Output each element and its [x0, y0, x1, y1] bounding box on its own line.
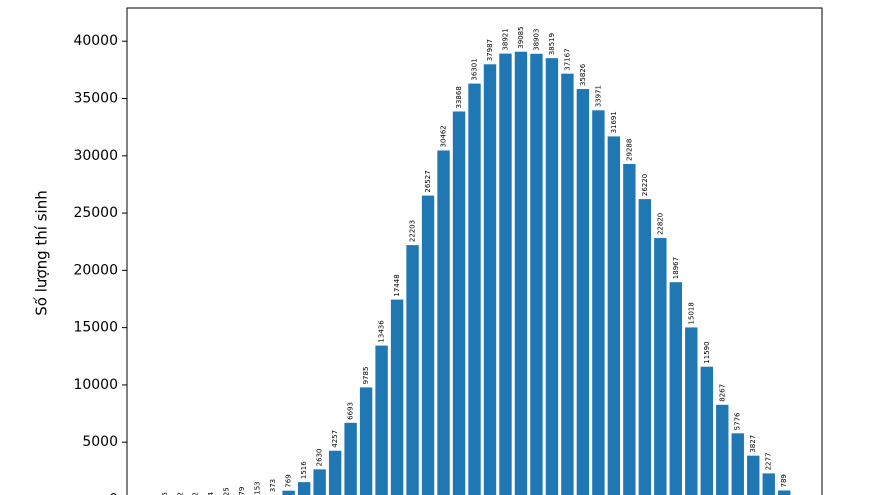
value-label: 153 — [254, 481, 262, 494]
value-label: 38921 — [501, 28, 509, 50]
value-label: 79 — [238, 487, 246, 495]
bar — [530, 53, 543, 495]
value-label: 17448 — [393, 274, 401, 296]
value-label: 5 — [161, 492, 169, 495]
value-label: 38519 — [548, 33, 556, 55]
y-tick-label: 0 — [109, 492, 118, 495]
value-label: 11590 — [703, 341, 711, 363]
bar — [731, 433, 744, 495]
y-tick-label: 35000 — [73, 91, 118, 107]
value-label: 4257 — [331, 430, 339, 448]
bar — [685, 327, 698, 495]
value-label: 2 — [192, 492, 200, 495]
value-label: 25 — [223, 487, 231, 495]
value-label: 373 — [269, 479, 277, 492]
bar — [375, 345, 388, 495]
bar — [561, 73, 574, 495]
value-label: 789 — [780, 474, 788, 487]
value-label: 29288 — [625, 139, 633, 161]
bar — [328, 450, 342, 495]
value-label: 4 — [207, 491, 215, 495]
bar — [514, 51, 528, 495]
bar — [406, 245, 419, 495]
bar — [359, 387, 373, 495]
bar — [344, 422, 357, 495]
value-label: 769 — [285, 474, 293, 487]
bar — [654, 238, 667, 495]
value-label: 38903 — [532, 29, 540, 51]
value-label: 22203 — [409, 220, 417, 242]
bar — [468, 83, 481, 495]
bar — [297, 482, 311, 495]
value-label: 33868 — [455, 86, 463, 108]
y-tick-label: 40000 — [73, 33, 118, 49]
bar — [747, 455, 760, 495]
bar — [313, 469, 326, 495]
bar — [607, 136, 621, 495]
bar — [778, 490, 791, 495]
bar — [576, 89, 590, 495]
value-label: 15018 — [687, 302, 695, 324]
y-tick-label: 30000 — [73, 148, 118, 164]
bar — [499, 53, 512, 495]
y-tick-label: 20000 — [73, 262, 118, 278]
bar — [545, 58, 559, 495]
bar — [390, 299, 404, 495]
bar — [638, 199, 652, 495]
y-tick-label: 10000 — [73, 377, 118, 393]
value-label: 37167 — [563, 48, 571, 70]
bar — [592, 110, 605, 495]
bar — [700, 366, 713, 495]
value-label: 30462 — [440, 125, 448, 147]
bar — [716, 404, 729, 495]
value-label: 35826 — [579, 63, 587, 86]
bar — [437, 150, 450, 495]
plot-frame — [126, 7, 823, 495]
value-label: 2277 — [765, 453, 773, 471]
value-label: 39085 — [517, 26, 525, 48]
y-tick-label: 25000 — [73, 205, 118, 221]
y-axis-label: Số lượng thí sinh — [33, 190, 51, 315]
value-label: 2 — [176, 492, 184, 495]
value-label: 26527 — [424, 170, 432, 192]
value-label: 5776 — [734, 412, 742, 430]
bar — [762, 473, 775, 495]
value-label: 26220 — [641, 174, 649, 196]
y-tick-label: 15000 — [73, 320, 118, 336]
value-label: 22820 — [656, 213, 664, 235]
bar — [282, 490, 295, 495]
value-label: 18967 — [672, 257, 680, 279]
bar — [483, 64, 497, 495]
y-tick-label: 5000 — [82, 434, 118, 450]
value-label: 8267 — [718, 384, 726, 402]
value-label: 1516 — [300, 461, 308, 479]
value-label: 9785 — [362, 367, 370, 385]
value-label: 3827 — [749, 435, 757, 453]
value-label: 13436 — [378, 320, 386, 343]
value-label: 6693 — [347, 402, 355, 420]
value-label: 37987 — [486, 39, 494, 61]
value-label: 31691 — [610, 111, 618, 133]
value-label: 36301 — [471, 58, 479, 80]
value-label: 2630 — [316, 449, 324, 467]
bar — [623, 163, 636, 495]
bar — [452, 111, 466, 495]
bar — [421, 195, 435, 495]
value-label: 33971 — [594, 85, 602, 107]
bar — [669, 282, 683, 495]
